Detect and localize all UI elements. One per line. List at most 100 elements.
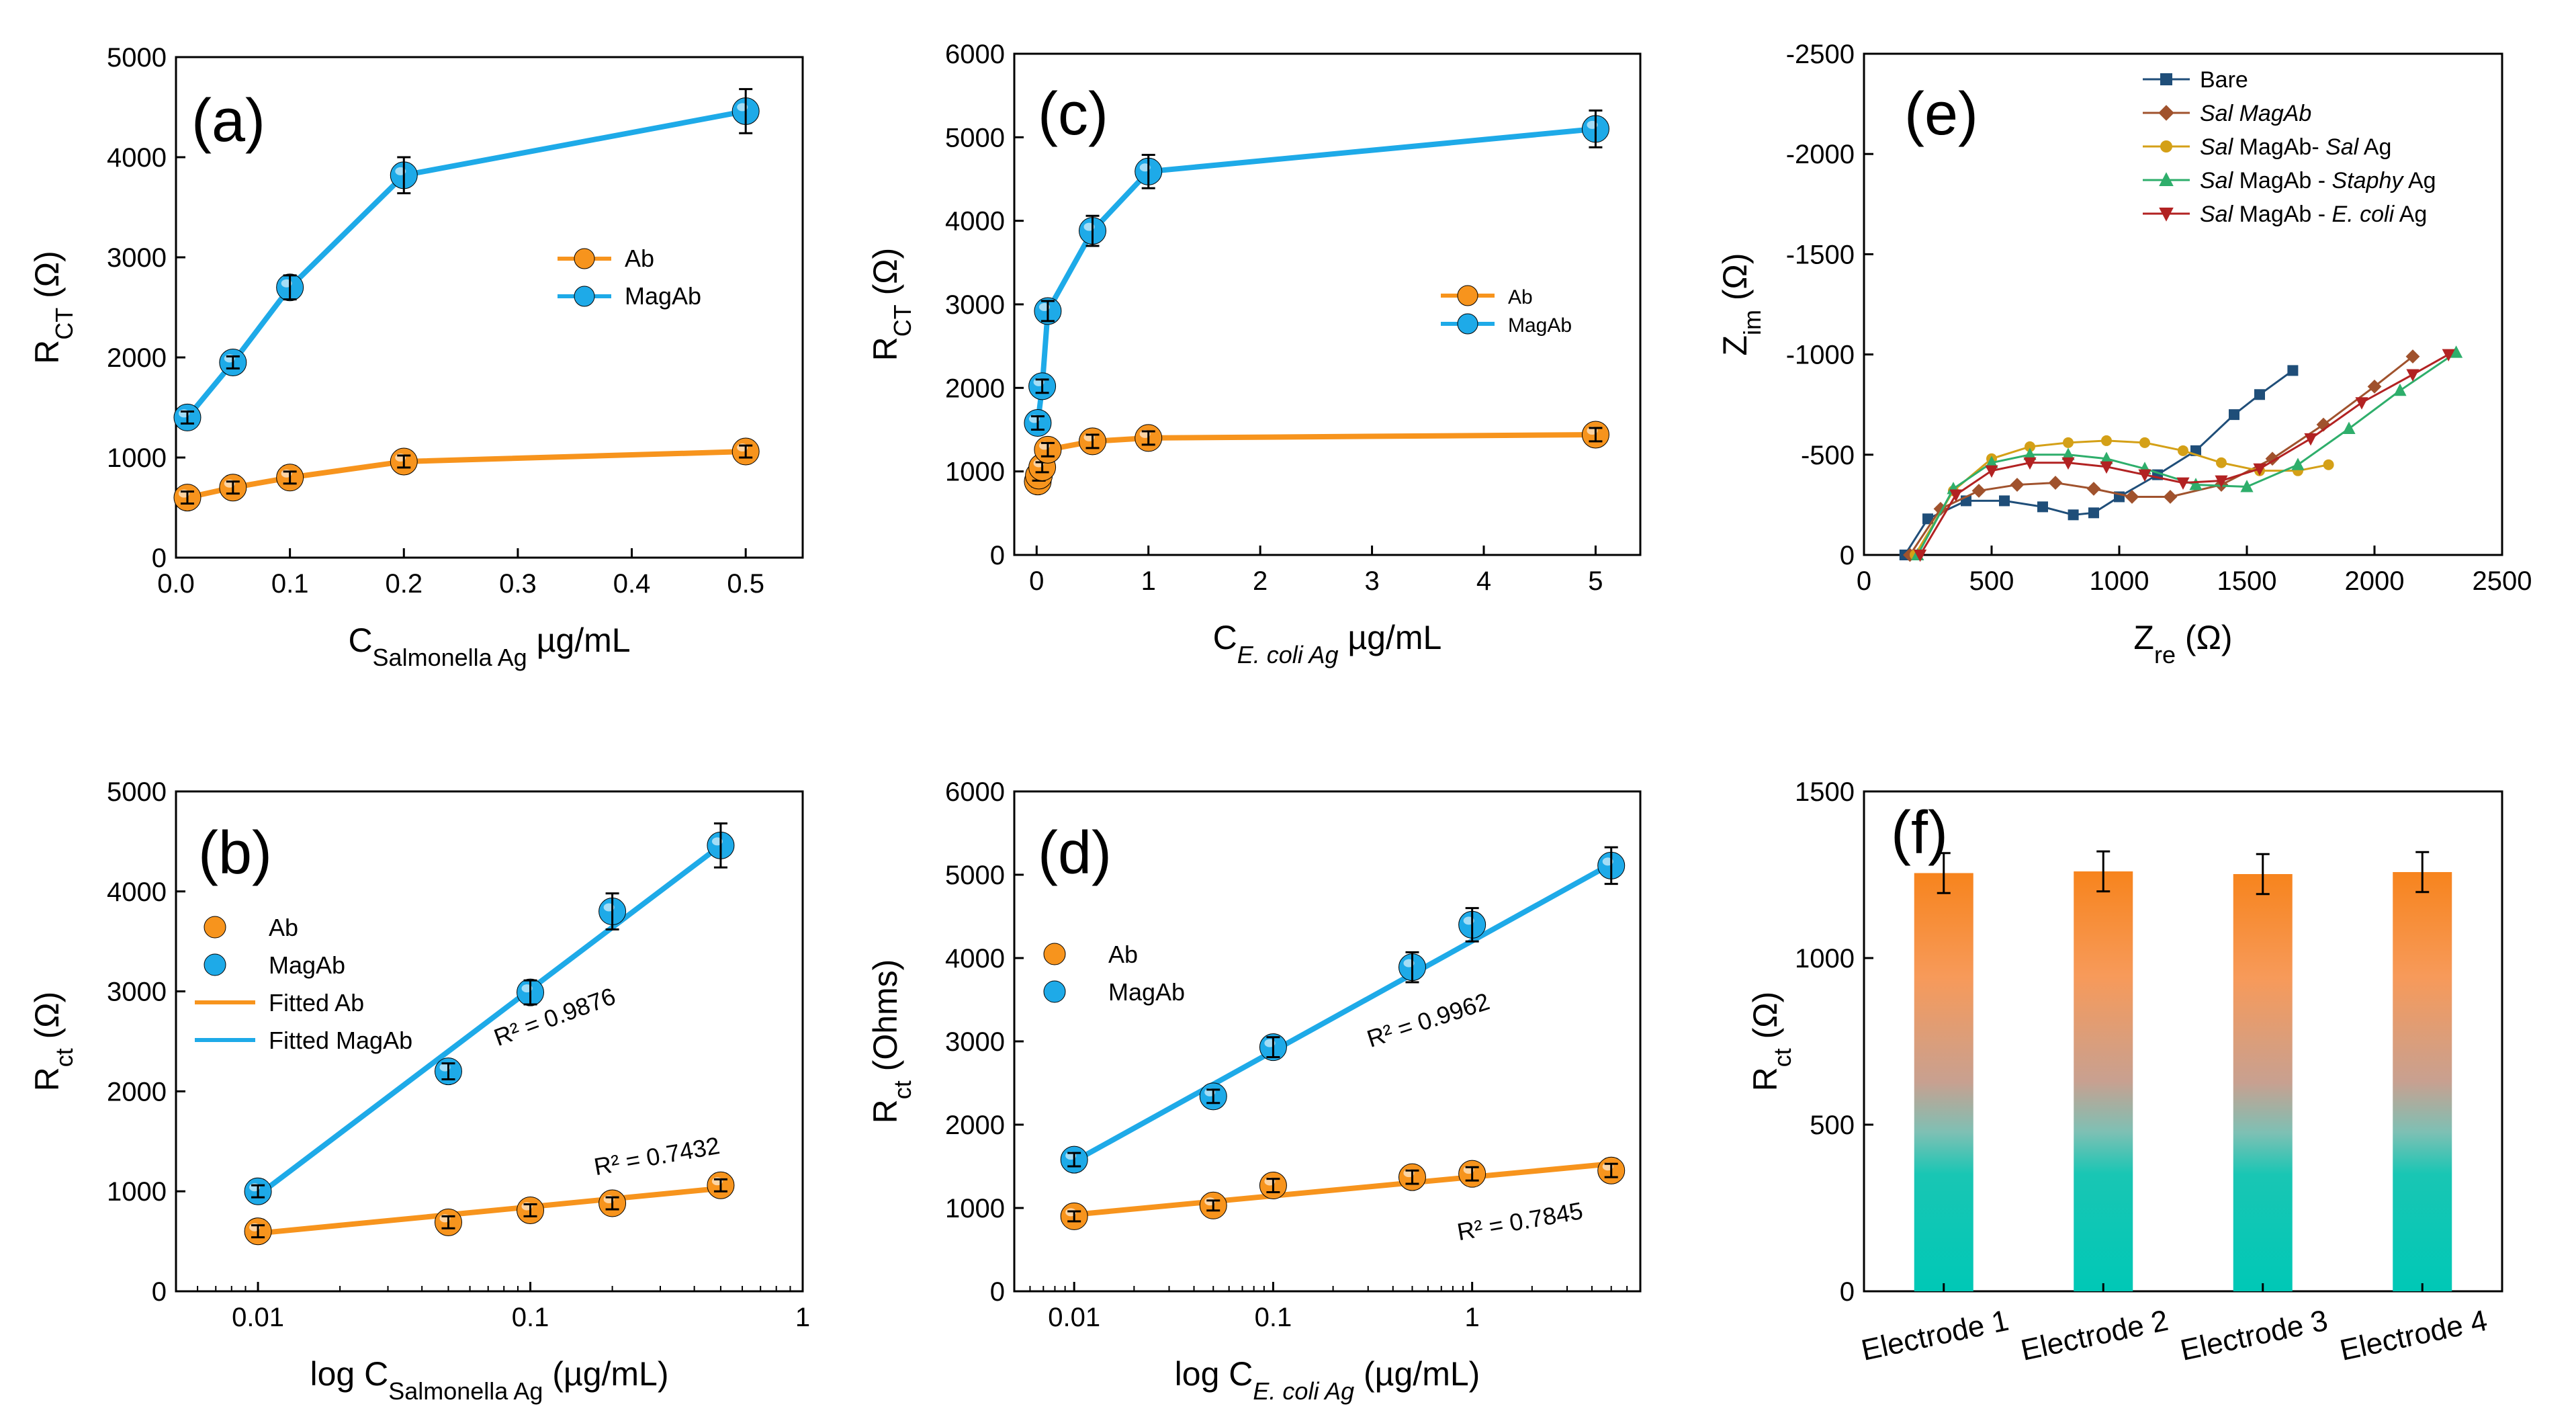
r2-annotation: R² = 0.9876 — [490, 982, 619, 1051]
y-axis-label: Rct (Ω) — [28, 992, 78, 1092]
x-tick-label: 2000 — [2345, 566, 2405, 596]
data-point-Sal MagAb - Staphy Ag — [2393, 383, 2407, 396]
data-point-Sal MagAb - E. coli Ag — [1985, 465, 1998, 478]
y-tick-label: -1000 — [1786, 341, 1855, 370]
y-tick-label: 0 — [1840, 541, 1855, 570]
plot-frame — [1863, 790, 2503, 1293]
y-tick-label: 3000 — [945, 290, 1005, 320]
panel-e: 0 -500 -1000 -1500 -2000 -2500 0 500 1000 1500 200… — [1716, 40, 2532, 668]
y-tick-label: 0 — [152, 1277, 167, 1307]
legend-label: Ab — [625, 245, 654, 272]
x-axis-label: log CE. coli Ag (µg/mL) — [1175, 1355, 1480, 1405]
panel-c: 0 1000 2000 3000 4000 5000 6000 0 1 2 3 4 5 RCT (Ω) CE… — [867, 40, 1642, 668]
data-point-Bare — [2068, 509, 2079, 521]
x-tick-label: 5 — [1588, 566, 1603, 596]
bar-Electrode 1 — [1914, 873, 1973, 1291]
data-point-Sal MagAb- Sal Ag — [2323, 459, 2334, 470]
data-point-Sal MagAb - Staphy Ag — [2450, 345, 2463, 358]
data-point-Bare — [1922, 513, 1933, 525]
legend-marker — [2158, 105, 2174, 121]
y-tick-label: 500 — [1810, 1111, 1855, 1140]
panel-label-d: (d) — [1038, 820, 1112, 887]
y-tick-label: 5000 — [107, 43, 167, 73]
data-point-Sal MagAb - E. coli Ag — [2406, 369, 2419, 382]
panel-a: 0 1000 2000 3000 4000 5000 0.0 0.1 0.2 0.3 0.4 0.5 R… — [28, 43, 804, 671]
legend-label: Sal MagAb - E. coli Ag — [2200, 202, 2427, 227]
panel-label-a: (a) — [191, 87, 265, 155]
fit-line-Fitted Ab — [257, 1185, 721, 1236]
data-point-Sal MagAb - E. coli Ag — [2442, 349, 2455, 361]
data-point-Sal MagAb - Staphy Ag — [2342, 421, 2356, 435]
series-line-Sal MagAb - E. coli Ag — [1919, 353, 2449, 556]
fit-line-Fitted MagAb — [1073, 861, 1613, 1164]
data-point-Sal MagAb - E. coli Ag — [2355, 397, 2368, 410]
data-point-Sal MagAb - E. coli Ag — [2023, 457, 2037, 470]
fit-line-Fitted MagAb — [256, 843, 723, 1198]
data-point-Bare — [1999, 495, 2010, 507]
data-point-Sal MagAb- Sal Ag — [2216, 457, 2227, 468]
data-point-Sal MagAb - Staphy Ag — [2100, 451, 2113, 464]
y-tick-label: 6000 — [945, 40, 1005, 69]
y-axis-label: Rct (Ohms) — [867, 959, 916, 1124]
legend-marker — [1457, 313, 1478, 335]
data-point-Sal MagAb — [2086, 482, 2101, 496]
legend-label: Sal MagAb- Sal Ag — [2200, 134, 2391, 160]
y-tick-label: 3000 — [945, 1027, 1005, 1057]
data-point-Sal MagAb - Staphy Ag — [2189, 478, 2203, 490]
plot-frame — [175, 56, 804, 559]
x-tick-label: Electrode 3 — [2178, 1304, 2331, 1367]
x-tick-label: 0.0 — [157, 569, 195, 599]
data-point-Sal MagAb - E. coli Ag — [1914, 550, 1927, 562]
x-tick-label: 2500 — [2473, 566, 2532, 596]
x-axis-label: log CSalmonella Ag (µg/mL) — [310, 1355, 668, 1405]
y-tick-label: 4000 — [945, 944, 1005, 974]
data-point-Sal MagAb - Staphy Ag — [2061, 447, 2075, 460]
y-tick-label: 2000 — [107, 1077, 167, 1107]
y-axis-label: Rct (Ω) — [1746, 992, 1796, 1092]
bar-Electrode 3 — [2233, 874, 2293, 1291]
x-tick-label: 0.1 — [1255, 1303, 1292, 1332]
series-line-Ab — [1035, 431, 1596, 482]
panel-label-f: (f) — [1891, 799, 1948, 867]
series-line-MagAb — [185, 108, 746, 419]
x-tick-label: 1000 — [2090, 566, 2149, 596]
legend-marker — [574, 248, 595, 269]
legend-marker — [1457, 285, 1478, 306]
y-tick-label: 1500 — [1795, 777, 1855, 807]
x-tick-label: Electrode 4 — [2337, 1304, 2490, 1367]
y-tick-label: 5000 — [945, 861, 1005, 890]
y-tick-label: 4000 — [945, 207, 1005, 236]
data-point-Sal MagAb - E. coli Ag — [2061, 457, 2075, 470]
bar-Electrode 2 — [2074, 871, 2133, 1291]
data-point-Sal MagAb — [2163, 490, 2178, 504]
data-point-Sal MagAb - E. coli Ag — [2304, 433, 2317, 446]
panel-b: 0 1000 2000 3000 4000 5000 0.01 0.1 1 Rct (Ω) log … — [28, 777, 810, 1405]
y-tick-label: 3000 — [107, 978, 167, 1007]
legend-marker — [1043, 943, 1066, 965]
panel-label-b: (b) — [198, 820, 272, 887]
x-axis-label: CE. coli Ag µg/mL — [1213, 619, 1442, 668]
fit-line-Fitted Ab — [1073, 1161, 1612, 1217]
r2-annotation: R² = 0.9962 — [1364, 987, 1493, 1052]
y-tick-label: 2000 — [107, 343, 167, 373]
data-point-Sal MagAb- Sal Ag — [2025, 441, 2035, 452]
legend-marker — [2159, 172, 2174, 186]
r2-annotation: R² = 0.7845 — [1455, 1197, 1585, 1246]
y-tick-label: -1500 — [1786, 240, 1855, 269]
y-tick-label: -500 — [1801, 441, 1855, 470]
data-point-Sal MagAb - E. coli Ag — [2176, 477, 2190, 490]
legend-label: Bare — [2200, 67, 2248, 93]
y-tick-label: 2000 — [945, 374, 1005, 403]
data-point-Sal MagAb — [2048, 476, 2063, 490]
series-line-MagAb — [1034, 126, 1596, 424]
x-tick-label: Electrode 1 — [1859, 1304, 2012, 1367]
data-point-Sal MagAb - Staphy Ag — [2291, 458, 2305, 470]
y-tick-label: 5000 — [107, 777, 167, 807]
data-point-Sal MagAb - E. coli Ag — [2100, 461, 2113, 474]
x-tick-label: 1 — [795, 1303, 810, 1332]
legend-label: Ab — [269, 914, 298, 941]
legend-label: MagAb — [269, 951, 345, 979]
legend-label: MagAb — [1108, 978, 1185, 1006]
r2-annotation: R² = 0.7432 — [592, 1131, 721, 1180]
